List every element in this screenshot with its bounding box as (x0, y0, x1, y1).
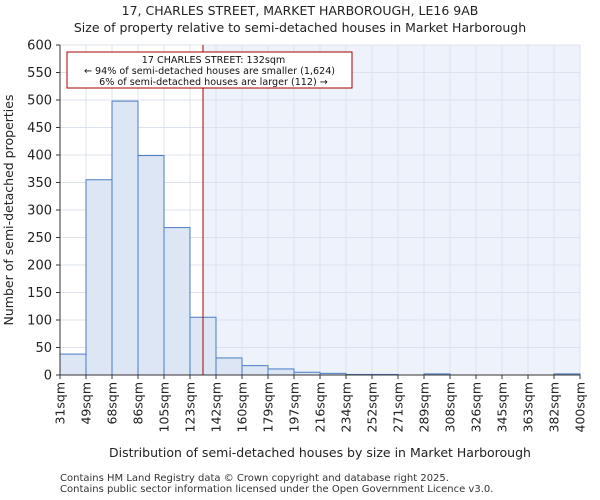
x-tick-label: 142sqm (209, 382, 224, 432)
x-tick-label: 326sqm (469, 382, 484, 432)
x-tick-label: 363sqm (521, 382, 536, 432)
histogram-bar (59, 353, 87, 376)
x-tick-label: 216sqm (313, 382, 328, 432)
x-tick-label: 345sqm (495, 382, 510, 432)
y-tick-label: 450 (27, 121, 52, 136)
x-tick-label: 31sqm (53, 382, 68, 425)
footer-line-1: Contains HM Land Registry data © Crown c… (60, 473, 449, 484)
y-tick-label: 250 (27, 231, 52, 246)
x-tick-label: 382sqm (547, 382, 562, 432)
y-tick-label: 200 (27, 259, 52, 274)
y-tick-label: 500 (27, 94, 52, 109)
histogram-bar (163, 227, 191, 376)
x-tick-label: 123sqm (183, 382, 198, 432)
x-tick-label: 252sqm (365, 382, 380, 432)
histogram-bar (241, 365, 269, 376)
y-tick-label: 0 (44, 369, 52, 384)
x-tick-label: 400sqm (573, 382, 588, 432)
y-tick-label: 300 (27, 204, 52, 219)
x-tick-label: 160sqm (235, 382, 250, 432)
annotation-line-3: 6% of semi-detached houses are larger (1… (99, 77, 328, 88)
x-tick-label: 289sqm (417, 382, 432, 432)
y-tick-label: 400 (27, 149, 52, 164)
x-tick-label: 308sqm (443, 382, 458, 432)
y-axis-title: Number of semi-detached properties (1, 95, 16, 326)
histogram-bar (85, 179, 113, 376)
x-tick-label: 68sqm (105, 382, 120, 425)
histogram-bar (111, 100, 139, 376)
footer-line-2: Contains public sector information licen… (60, 484, 494, 495)
x-tick-label: 234sqm (339, 382, 354, 432)
y-tick-label: 50 (35, 341, 52, 356)
histogram-chart: 0 50 100 150 200 250 300 350 400 450 500 550 600 31sq… (1, 39, 588, 461)
x-tick-label: 197sqm (287, 382, 302, 432)
annotation-line-2: ← 94% of semi-detached houses are smalle… (84, 66, 335, 77)
y-tick-label: 600 (27, 39, 52, 54)
annotation-box (66, 51, 353, 89)
y-tick-label: 350 (27, 176, 52, 191)
chart-subtitle: Size of property relative to semi-detach… (73, 20, 527, 35)
chart-title: 17, CHARLES STREET, MARKET HARBOROUGH, L… (121, 3, 479, 18)
x-tick-label: 179sqm (261, 382, 276, 432)
x-tick-label: 86sqm (131, 382, 146, 425)
x-axis-title: Distribution of semi-detached houses by … (109, 445, 531, 460)
x-tick-label: 105sqm (157, 382, 172, 432)
x-tick-label: 271sqm (391, 382, 406, 432)
y-tick-label: 150 (27, 286, 52, 301)
x-tick-label: 49sqm (79, 382, 94, 425)
y-tick-label: 550 (27, 66, 52, 81)
histogram-bar (215, 357, 243, 376)
histogram-bar (137, 155, 165, 376)
annotation-line-1: 17 CHARLES STREET: 132sqm (142, 55, 286, 66)
histogram-bar (267, 368, 295, 376)
y-tick-label: 100 (27, 314, 52, 329)
